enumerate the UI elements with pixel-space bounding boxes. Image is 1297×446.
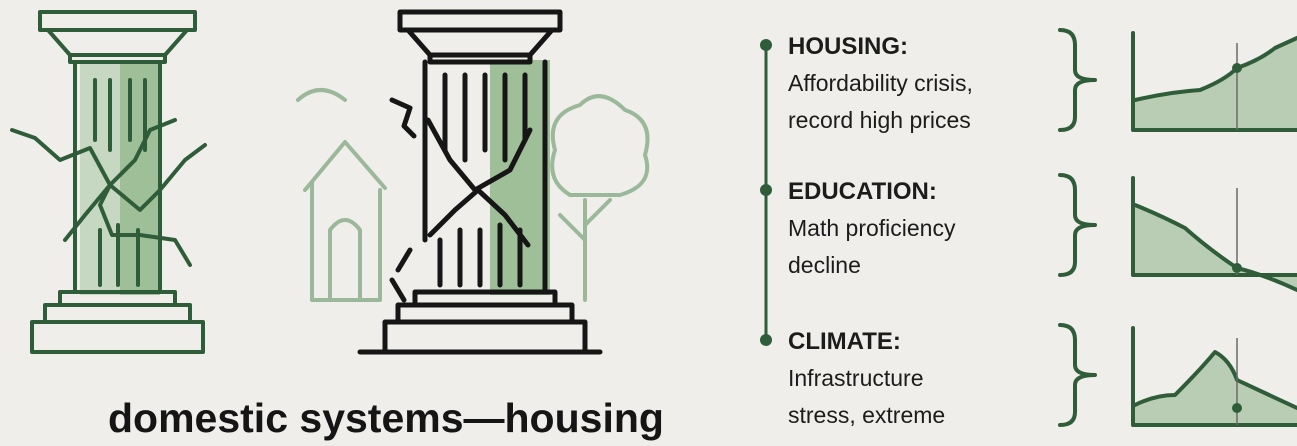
page: domestic systems—housing HOUSING: Afforda… — [0, 0, 1297, 446]
item-description: Infrastructure — [788, 365, 924, 391]
sparkline-area — [1135, 205, 1297, 290]
brace — [1060, 30, 1095, 130]
item-description: record high prices — [788, 107, 971, 133]
timeline-item: CLIMATE: Infrastructure stress, extreme — [760, 325, 1297, 428]
sparkline-point — [1232, 403, 1242, 413]
sparkline-point — [1232, 63, 1242, 73]
item-description: Affordability crisis, — [788, 70, 973, 96]
timeline: HOUSING: Affordability crisis, record high… — [760, 30, 1297, 428]
timeline-item: EDUCATION: Math proficiency decline — [760, 175, 1297, 290]
timeline-dot — [760, 39, 772, 51]
sparkline-area — [1135, 352, 1297, 425]
item-title: EDUCATION: — [788, 178, 937, 205]
timeline-item: HOUSING: Affordability crisis, record high… — [760, 30, 1297, 133]
item-title: CLIMATE: — [788, 328, 901, 355]
timeline-dot — [760, 334, 772, 346]
infographic: domestic systems—housing HOUSING: Afforda… — [0, 0, 1297, 446]
broken-pillar — [360, 12, 600, 352]
house-outline — [298, 90, 385, 300]
cracked-pillar — [12, 12, 205, 352]
timeline-dot — [760, 184, 772, 196]
caption: domestic systems—housing — [108, 395, 664, 441]
item-title: HOUSING: — [788, 33, 908, 60]
brace — [1060, 175, 1095, 275]
sparkline-point — [1232, 263, 1242, 273]
brace — [1060, 325, 1095, 425]
item-description: decline — [788, 252, 861, 278]
item-description: Math proficiency — [788, 215, 956, 241]
tree-outline — [552, 96, 647, 300]
item-description: stress, extreme — [788, 402, 945, 428]
